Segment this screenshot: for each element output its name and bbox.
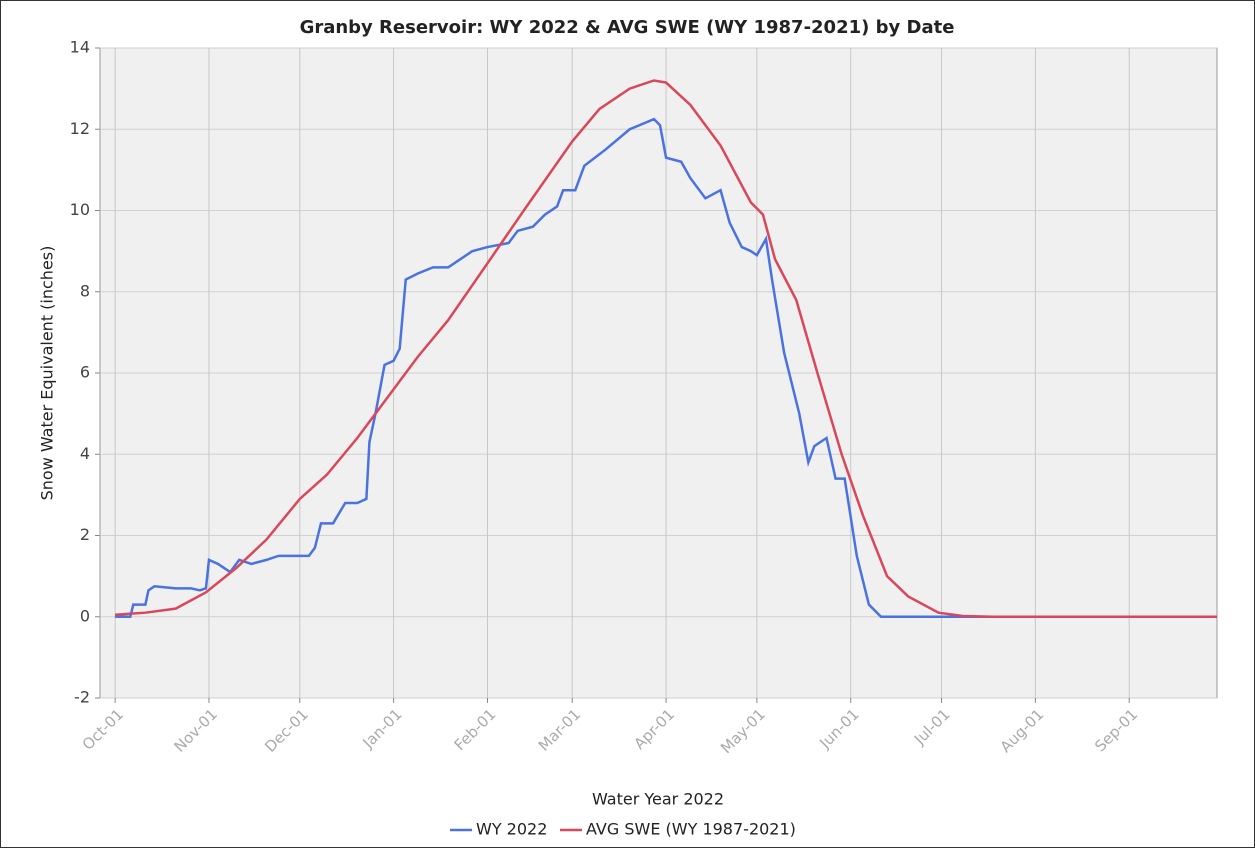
legend-label: AVG SWE (WY 1987-2021) <box>586 820 796 839</box>
y-tick-label: 8 <box>80 281 90 300</box>
y-axis-label: Snow Water Equivalent (inches) <box>38 246 57 501</box>
y-tick-label: 6 <box>80 363 90 382</box>
legend-label: WY 2022 <box>476 820 547 839</box>
series-line <box>115 79 1217 618</box>
x-axis-label: Water Year 2022 <box>592 790 724 809</box>
y-tick-label: 2 <box>80 525 90 544</box>
y-tick-label: 14 <box>70 38 90 57</box>
y-tick-label: 0 <box>80 606 90 625</box>
y-tick-label: 4 <box>80 444 90 463</box>
y-tick-label: -2 <box>74 688 90 707</box>
y-tick-label: 12 <box>70 119 90 138</box>
y-tick-label: 10 <box>70 200 90 219</box>
series-line <box>115 117 1217 618</box>
chart-title: Granby Reservoir: WY 2022 & AVG SWE (WY … <box>300 17 955 38</box>
